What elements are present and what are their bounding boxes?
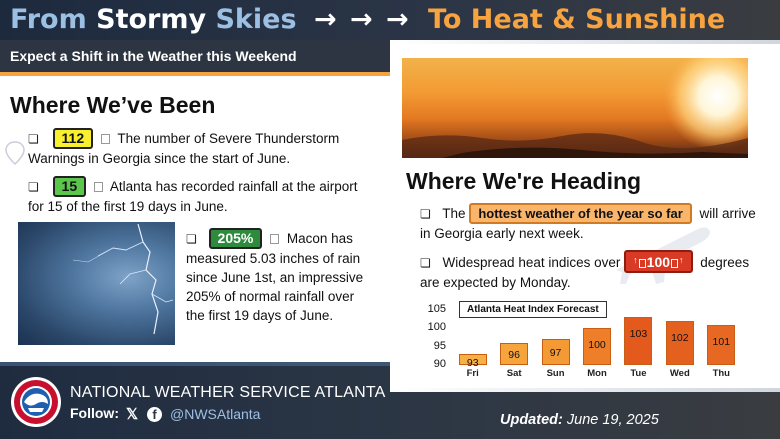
bar-mon: 100 — [583, 328, 611, 365]
square-icon — [100, 134, 110, 144]
title-arrows: → → → — [313, 4, 411, 35]
x-tick-label: Wed — [669, 368, 690, 379]
bar-tue: 103 — [624, 317, 653, 365]
y-tick-label: 100 — [427, 321, 446, 334]
stat-badge: 112 — [52, 128, 94, 149]
stat-badge: 15 — [52, 176, 87, 197]
light-stripe — [390, 40, 780, 44]
stat-item-rain-days: ❏ 15 Atlanta has recorded rainfall at th… — [28, 176, 368, 216]
stat-text: Macon has measured 5.03 inches of rain s… — [186, 231, 364, 323]
checkbox-icon: ❏ — [28, 180, 39, 194]
up-arrow-icon: ↑ — [679, 255, 684, 265]
forecast-item-hottest: ❏ The hottest weather of the year so far… — [420, 203, 765, 243]
square-icon — [270, 234, 280, 244]
checkbox-icon: ❏ — [420, 256, 431, 270]
footer-stripe-blue — [0, 362, 390, 366]
checkbox-icon: ❏ — [186, 232, 197, 246]
title-skies: Skies — [215, 4, 297, 35]
heat-index-value: 100 — [646, 254, 671, 270]
bar-thu: 101 — [707, 324, 736, 365]
updated-label: Updated: — [500, 412, 563, 428]
stat-badge: 205% — [208, 228, 263, 249]
updated-date: June 19, 2025 — [566, 412, 659, 428]
bar-sat: 96 — [500, 343, 529, 365]
up-arrow-icon: ↑ — [633, 255, 638, 265]
hottest-badge: hottest weather of the year so far — [469, 203, 692, 224]
bar-sun: 97 — [541, 339, 570, 365]
x-tick-label: Fri — [466, 368, 479, 379]
left-heading: Where We’ve Been — [10, 92, 216, 118]
page-title: From Stormy Skies → → → To Heat & Sunshi… — [10, 0, 725, 40]
subtitle: Expect a Shift in the Weather this Weeke… — [10, 48, 297, 64]
lightning-photo — [18, 222, 175, 345]
title-to-heat: To Heat & Sunshine — [428, 4, 726, 35]
bar-value-label: 97 — [549, 347, 562, 360]
forecast-text-post: will arrive in Georgia early next week. — [420, 206, 756, 241]
sunset-photo — [402, 58, 748, 158]
footer-right-panel — [390, 392, 780, 439]
footer-left-panel — [0, 362, 390, 439]
chart-title: Atlanta Heat Index Forecast — [459, 301, 607, 318]
heat-index-chart: Atlanta Heat Index Forecast 90 95 100 105 93… — [420, 300, 750, 385]
bar-value-label: 103 — [629, 328, 648, 341]
x-tick-label: Tue — [630, 368, 647, 379]
bar-value-label: 101 — [712, 335, 731, 348]
orange-stripe — [0, 72, 390, 76]
checkbox-icon: ❏ — [28, 132, 39, 146]
bar-value-label: 96 — [508, 349, 520, 361]
y-tick-label: 105 — [427, 303, 446, 315]
forecast-item-heat-index: ❏ Widespread heat indices over ↑ 100 ↑ deg… — [420, 250, 765, 292]
stat-item-macon: ❏ 205% Macon has measured 5.03 inches of… — [186, 228, 366, 325]
org-name: NATIONAL WEATHER SERVICE ATLANTA — [70, 384, 386, 401]
square-icon — [93, 182, 103, 192]
location-pin-icon — [5, 141, 25, 166]
stat-item-warnings: ❏ 112 The number of Severe Thunderstorm … — [28, 128, 368, 168]
social-handle[interactable]: @NWSAtlanta — [170, 406, 261, 422]
y-tick-label: 95 — [433, 339, 446, 352]
bar-value-label: 93 — [466, 357, 479, 369]
facebook-icon[interactable]: f — [147, 407, 162, 422]
follow-label: Follow: — [70, 405, 119, 421]
x-tick-label: Sat — [506, 368, 522, 379]
x-tick-label: Thu — [712, 368, 730, 379]
forecast-text-pre: Widespread heat indices over — [442, 255, 621, 270]
x-tick-label: Sun — [546, 368, 565, 379]
title-stormy: Stormy — [96, 4, 207, 35]
stat-text: Atlanta has recorded rainfall at the air… — [28, 179, 358, 214]
square-icon — [638, 259, 646, 268]
heat-index-badge: ↑ 100 ↑ — [624, 250, 693, 273]
updated-stamp: Updated: June 19, 2025 — [500, 412, 659, 428]
footer-stripe-light — [390, 388, 780, 392]
bar-value-label: 100 — [588, 339, 606, 352]
right-heading: Where We're Heading — [406, 168, 642, 194]
stat-text: The number of Severe Thunderstorm Warnin… — [28, 131, 340, 166]
header-banner: From Stormy Skies → → → To Heat & Sunshi… — [0, 0, 780, 40]
forecast-text-post: degrees are expected by Monday. — [420, 255, 750, 290]
x-tick-label: Mon — [587, 368, 607, 379]
x-icon[interactable]: 𝕏 — [126, 406, 139, 423]
footer: NATIONAL WEATHER SERVICE ATLANTA Follow:… — [0, 362, 780, 439]
checkbox-icon: ❏ — [420, 207, 431, 221]
forecast-text-pre: The — [442, 206, 466, 221]
bar-fri: 93 — [458, 354, 487, 369]
y-tick-label: 90 — [433, 358, 446, 370]
title-from: From — [10, 4, 87, 35]
nws-logo-icon[interactable] — [10, 376, 62, 428]
square-icon — [671, 259, 679, 268]
bar-wed: 102 — [665, 321, 694, 365]
bar-value-label: 102 — [671, 332, 689, 344]
subtitle-bar: Expect a Shift in the Weather this Weeke… — [0, 40, 390, 72]
